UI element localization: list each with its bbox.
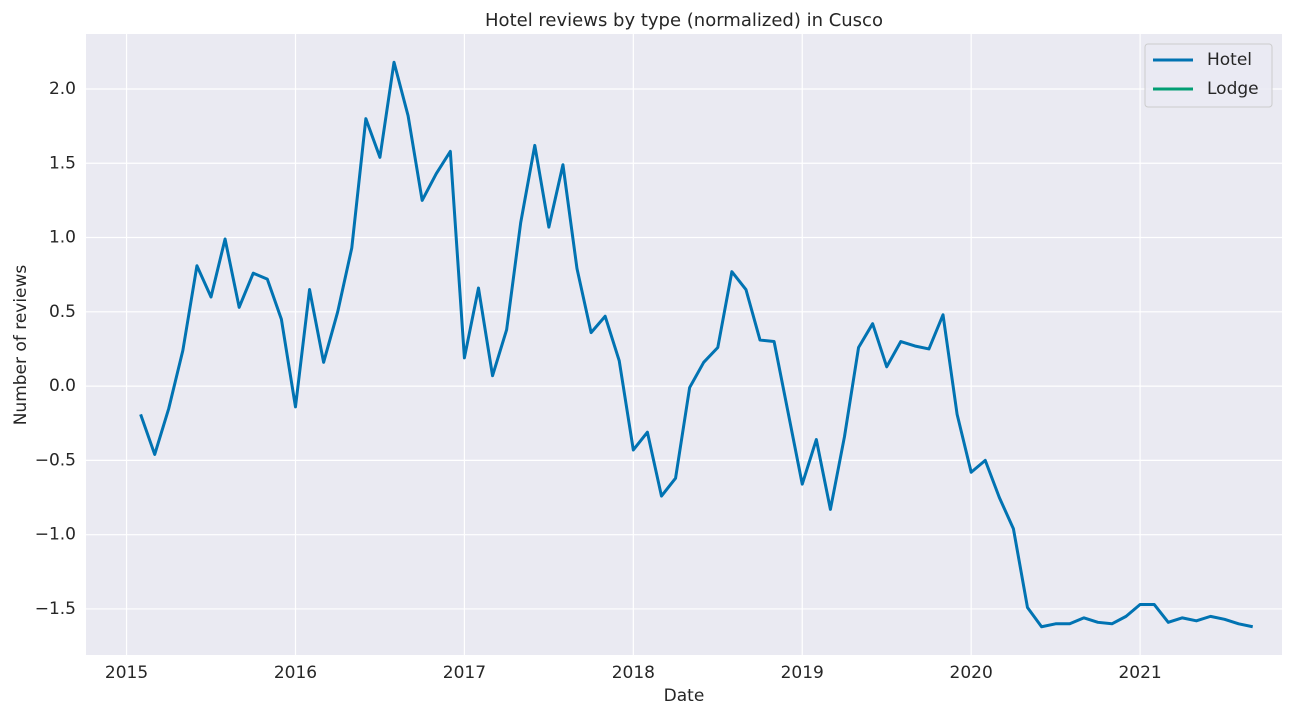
x-tick-label: 2019: [781, 663, 824, 683]
x-tick-label: 2017: [443, 663, 486, 683]
y-axis-label: Number of reviews: [11, 265, 31, 426]
y-tick-label: −1.5: [35, 599, 76, 619]
legend: Hotel Lodge: [1144, 43, 1273, 108]
y-tick-label: 1.0: [49, 228, 76, 248]
plot-area: [86, 34, 1282, 655]
legend-label: Hotel: [1207, 50, 1252, 70]
x-tick-label: 2015: [105, 663, 148, 683]
x-tick-label: 2016: [274, 663, 317, 683]
legend-label: Lodge: [1207, 79, 1259, 99]
x-axis-label: Date: [664, 686, 705, 706]
y-tick-label: 1.5: [49, 153, 76, 173]
y-tick-label: −0.5: [35, 450, 76, 470]
y-tick-label: 0.5: [49, 302, 76, 322]
x-tick-label: 2018: [612, 663, 655, 683]
data-line: [139, 60, 1254, 629]
chart-title: Hotel reviews by type (normalized) in Cu…: [485, 10, 883, 31]
x-tick-label: 2020: [950, 663, 993, 683]
y-tick-label: 0.0: [49, 376, 76, 396]
y-tick-label: 2.0: [49, 79, 76, 99]
grid: [86, 34, 1282, 655]
x-tick-label: 2021: [1118, 663, 1161, 683]
y-tick-label: −1.0: [35, 525, 76, 545]
